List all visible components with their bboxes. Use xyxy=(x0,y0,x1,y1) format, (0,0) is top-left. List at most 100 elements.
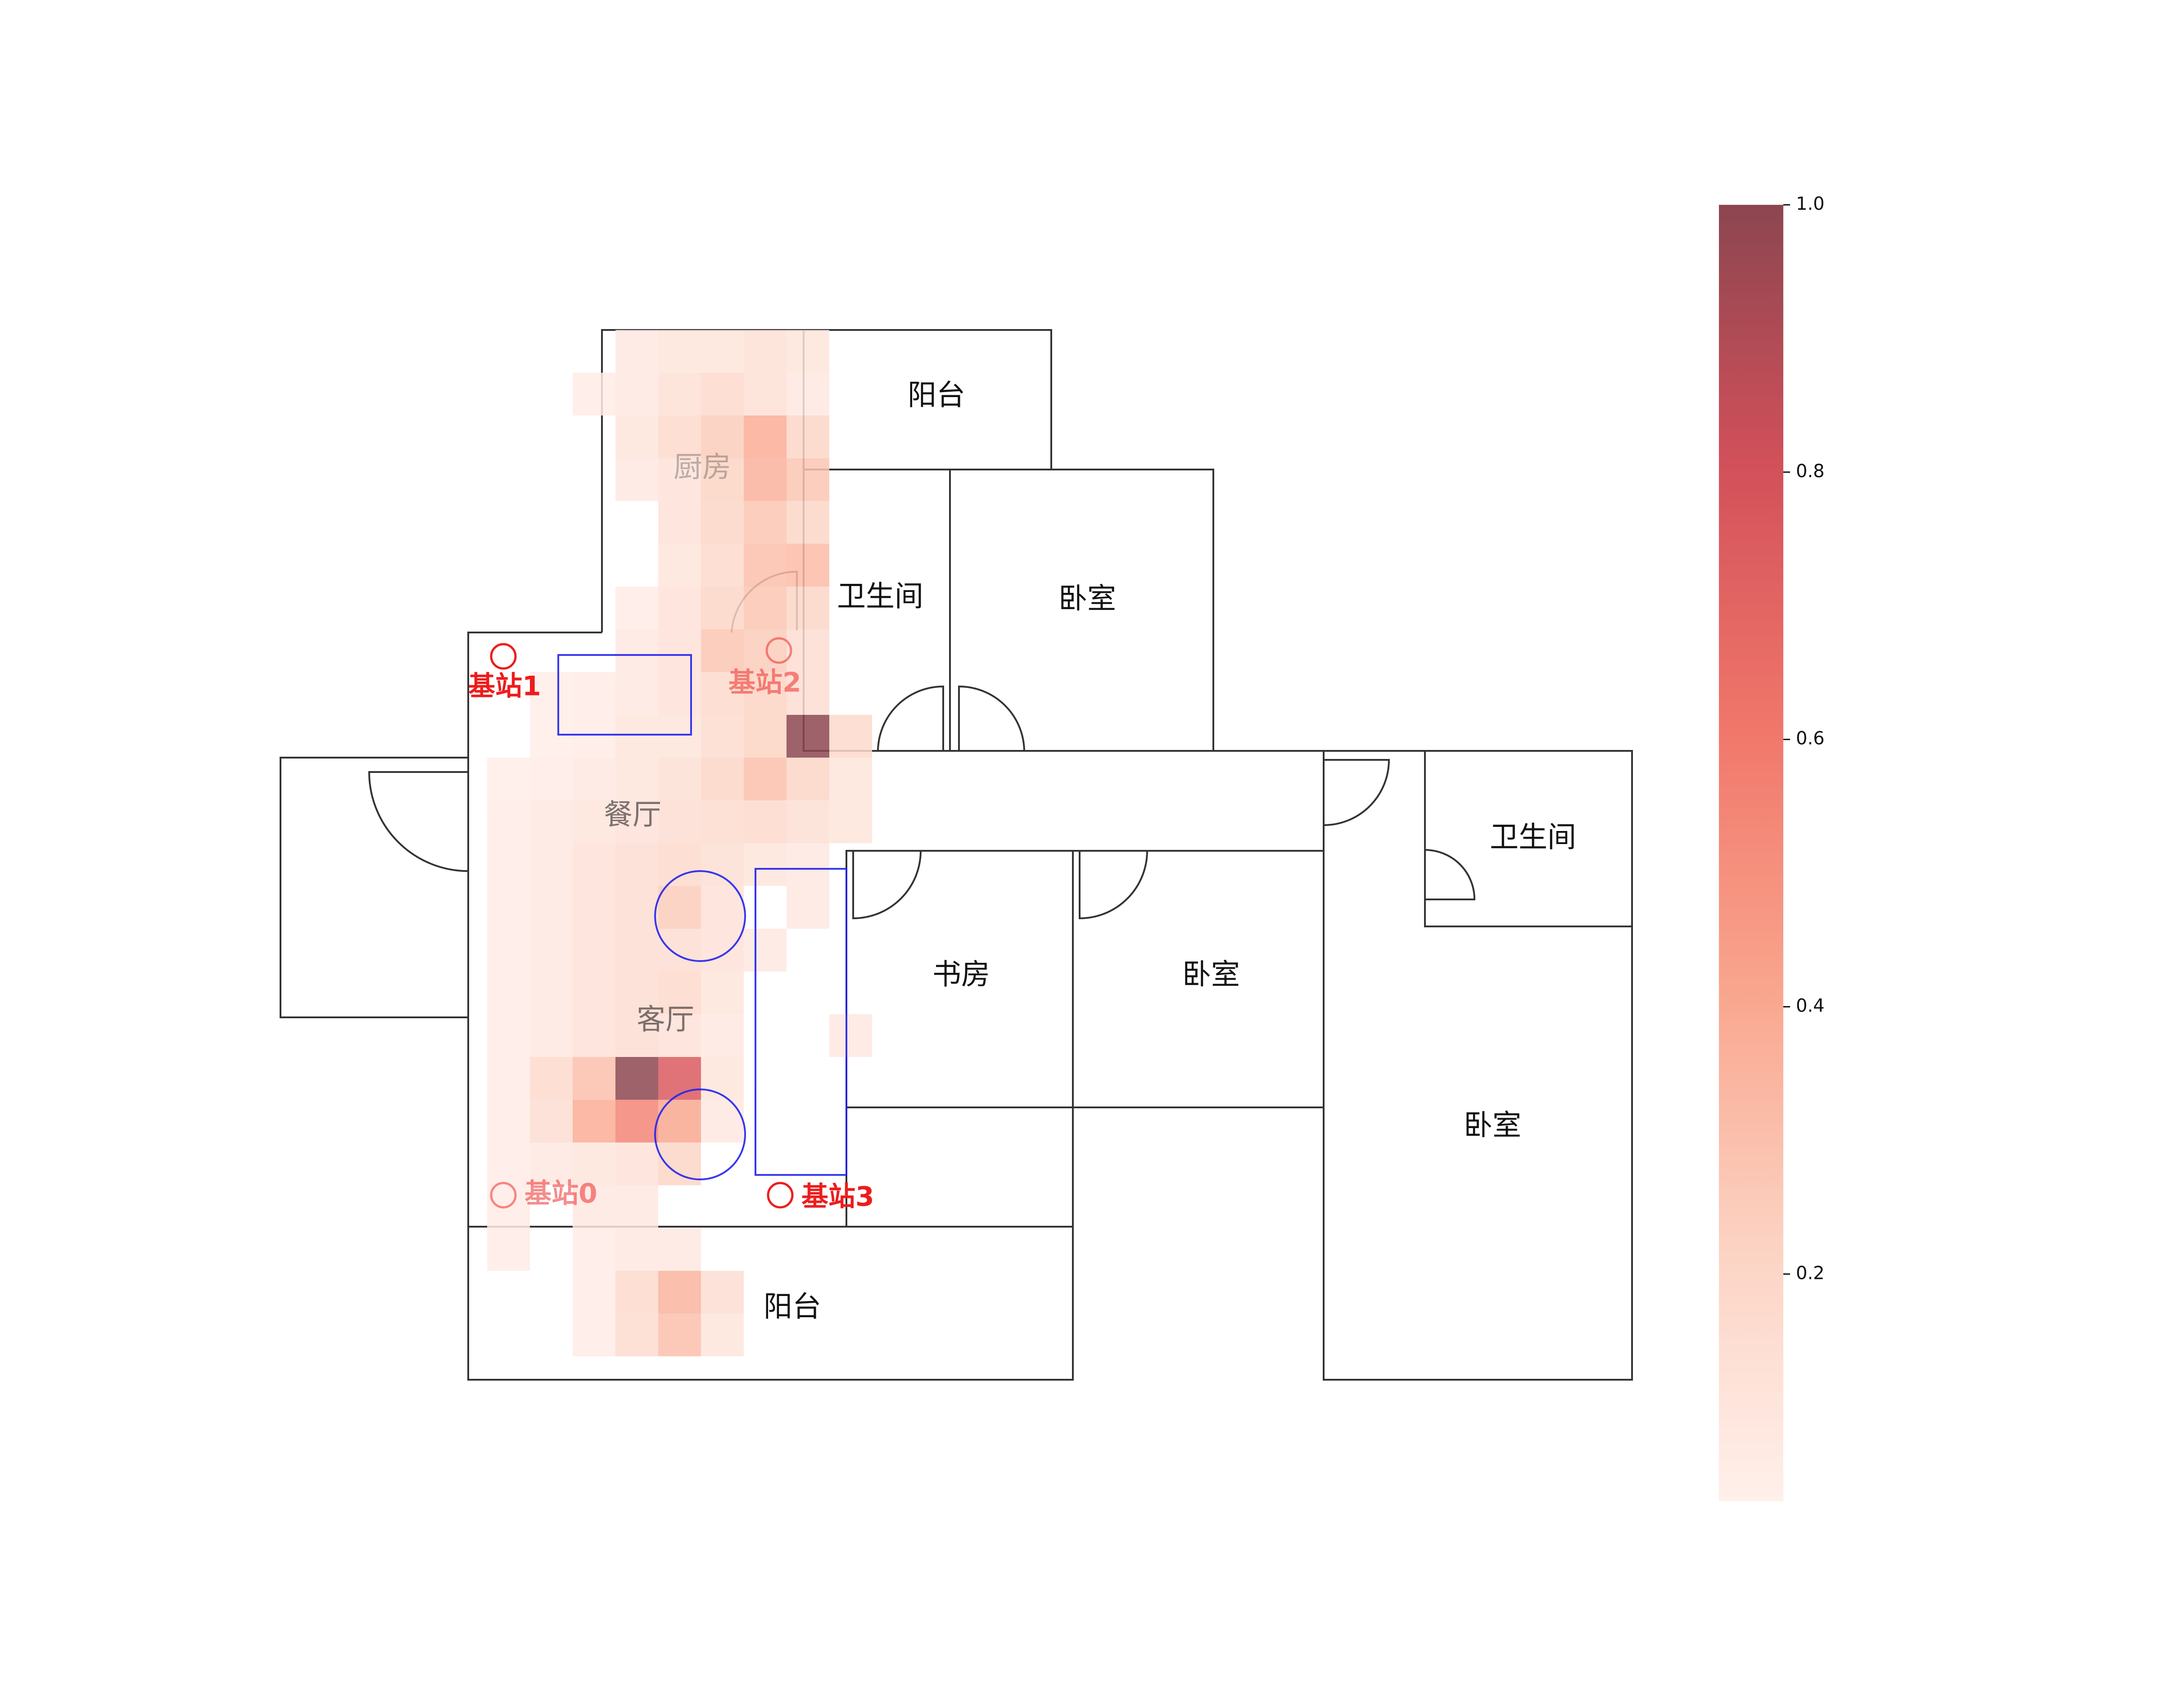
heatmap-cell xyxy=(530,1014,573,1057)
heatmap-cell xyxy=(658,330,701,373)
heatmap-cell xyxy=(573,886,615,929)
heatmap-cell xyxy=(701,1014,744,1057)
colorbar-gradient xyxy=(1719,205,1783,1501)
room-label-bedroom-3: 卧室 xyxy=(1464,1109,1521,1143)
station-1-marker xyxy=(490,643,517,670)
heatmap-cell xyxy=(744,800,787,843)
heatmap-cell xyxy=(615,843,658,886)
heatmap-cell xyxy=(573,1314,615,1356)
heatmap-cell xyxy=(487,1100,530,1143)
heatmap-cell xyxy=(787,587,829,629)
heatmap-cell xyxy=(701,1271,744,1314)
heatmap-cell xyxy=(701,1057,744,1100)
heatmap-cell xyxy=(701,843,744,886)
heatmap-cell xyxy=(658,1271,701,1314)
station-3-marker xyxy=(767,1182,794,1209)
station-1-label: 基站1 xyxy=(468,671,541,702)
heatmap-cell xyxy=(701,715,744,758)
heatmap-cell xyxy=(658,373,701,415)
heatmap-cell xyxy=(573,1014,615,1057)
heatmap-cell xyxy=(530,1057,573,1100)
heatmap-cell xyxy=(701,501,744,544)
heatmap-cell xyxy=(701,758,744,800)
heatmap-cell xyxy=(744,330,787,373)
heatmap-cell xyxy=(658,1228,701,1271)
heatmap-cell xyxy=(787,629,829,672)
heatmap-cell xyxy=(658,758,701,800)
heatmap-cell xyxy=(573,1185,615,1228)
heatmap-cell xyxy=(615,800,658,843)
heatmap-cell xyxy=(701,800,744,843)
heatmap-cell xyxy=(658,1014,701,1057)
heatmap-cell xyxy=(658,458,701,501)
wall-balcony-bottom xyxy=(467,1226,1074,1381)
heatmap-cell xyxy=(787,544,829,587)
room-label-bathroom-1: 卫生间 xyxy=(837,580,923,614)
heatmap-cell xyxy=(658,715,701,758)
heatmap-cell xyxy=(530,971,573,1014)
heatmap-cell xyxy=(573,929,615,971)
room-label-balcony-bottom: 阳台 xyxy=(764,1291,821,1324)
heatmap-cell xyxy=(744,929,787,971)
heatmap-cell xyxy=(487,1143,530,1185)
station-0-marker xyxy=(490,1182,517,1209)
heatmap-cell xyxy=(787,800,829,843)
heatmap-cell xyxy=(615,330,658,373)
heatmap-cell xyxy=(701,886,744,929)
heatmap-cell xyxy=(744,715,787,758)
heatmap-cell xyxy=(787,672,829,715)
heatmap-cell xyxy=(487,1057,530,1100)
room-label-bathroom-2: 卫生间 xyxy=(1490,821,1576,854)
heatmap-cell xyxy=(615,629,658,672)
heatmap-cell xyxy=(744,458,787,501)
door-bedroom-1 xyxy=(958,685,1025,751)
heatmap-cell xyxy=(701,587,744,629)
heatmap-cell xyxy=(658,501,701,544)
heatmap-cell xyxy=(615,1314,658,1356)
station-0-label: 基站0 xyxy=(525,1178,597,1210)
heatmap-cell xyxy=(829,715,872,758)
heatmap-cell xyxy=(701,929,744,971)
heatmap-cell xyxy=(487,929,530,971)
heatmap-cell xyxy=(829,1014,872,1057)
heatmap-cell xyxy=(573,1100,615,1143)
room-label-study: 书房 xyxy=(932,958,990,992)
heatmap-cell xyxy=(573,971,615,1014)
dining-table xyxy=(557,654,692,736)
colorbar: 0.2 0.4 0.6 0.8 1.0 xyxy=(1719,194,1825,1501)
door-bathroom-2 xyxy=(1424,849,1476,900)
heatmap-cell xyxy=(701,672,744,715)
furniture xyxy=(557,654,847,1180)
heatmap-cell xyxy=(658,544,701,587)
heatmap-cell xyxy=(615,1271,658,1314)
room-label-balcony-top: 阳台 xyxy=(908,379,965,412)
heatmap-cell xyxy=(787,373,829,415)
heatmap-cell xyxy=(573,843,615,886)
door-left-room xyxy=(368,771,469,872)
room-label-bedroom-2: 卧室 xyxy=(1182,958,1240,992)
heatmap-cell xyxy=(701,1100,744,1143)
heatmap-cell xyxy=(487,843,530,886)
heatmap-cell xyxy=(829,800,872,843)
heatmap-cell xyxy=(744,672,787,715)
heatmap-cell xyxy=(787,843,829,886)
heatmap-cell xyxy=(744,758,787,800)
heatmap-cell xyxy=(658,800,701,843)
heatmap-cell xyxy=(658,587,701,629)
door-bathroom-1 xyxy=(877,685,944,751)
heatmap-cell xyxy=(701,458,744,501)
heatmap-cell xyxy=(744,373,787,415)
wall-main-hall xyxy=(467,632,602,758)
heatmap-cell xyxy=(615,587,658,629)
door-bedroom-2 xyxy=(1079,850,1148,920)
heatmap-cell xyxy=(573,672,615,715)
coffee-table-bottom xyxy=(654,1088,746,1180)
colorbar-tick-label: 0.6 xyxy=(1796,728,1825,749)
room-label-living: 客厅 xyxy=(637,1003,694,1037)
door-study xyxy=(852,850,922,920)
room-label-bedroom-1: 卧室 xyxy=(1058,583,1116,616)
heatmap-cell xyxy=(658,672,701,715)
heatmap-cell xyxy=(744,629,787,672)
heatmap-cell xyxy=(615,1100,658,1143)
wall-bedroom-3 xyxy=(1323,750,1633,1381)
